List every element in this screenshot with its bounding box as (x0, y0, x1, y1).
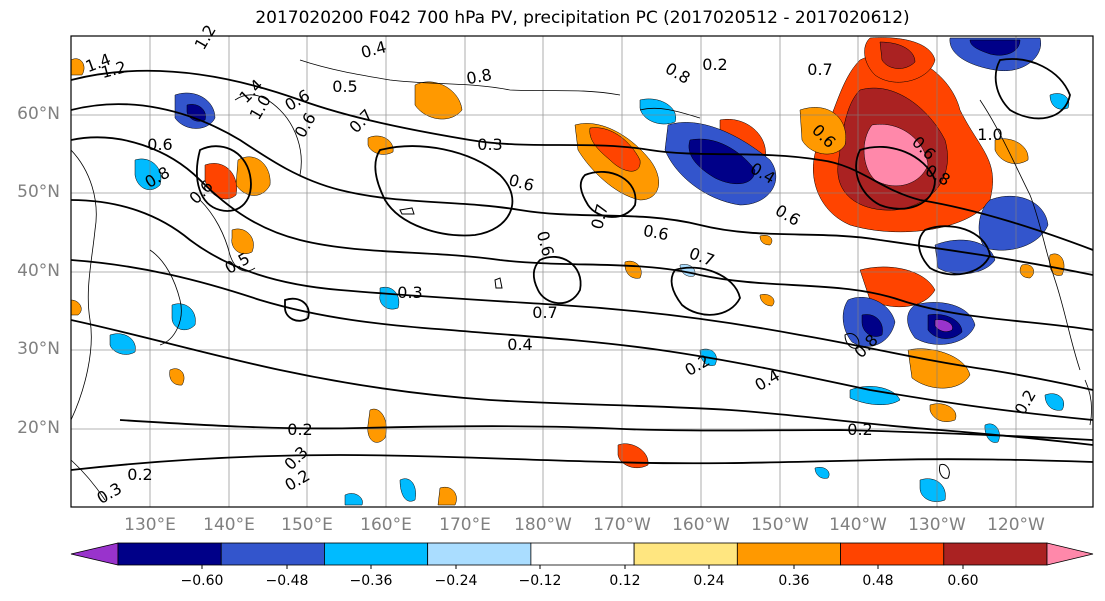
colorbar-tick-label: 0.36 (778, 573, 810, 589)
lat-label: 50°N (17, 182, 60, 202)
colorbar-tick-label: −0.36 (349, 573, 393, 589)
contour-label: 0.2 (847, 420, 872, 439)
contour-label: 0.2 (287, 420, 312, 439)
map-title: 2017020200 F042 700 hPa PV, precipitatio… (255, 8, 910, 28)
contour-label: 0.7 (532, 303, 557, 322)
contour-label: 1.2 (191, 21, 220, 53)
contour-label: 0.6 (772, 201, 804, 230)
contour-label: 0.3 (93, 479, 125, 508)
colorbar-tick-label: 0.48 (862, 573, 894, 589)
colorbar-segment (427, 542, 532, 566)
contour-label: 0.6 (281, 86, 313, 115)
colorbar-tick-label: 0.24 (693, 573, 725, 589)
contour-label: 0.8 (465, 65, 493, 88)
lon-label: 130°W (908, 515, 966, 535)
contour-label: 0.4 (359, 37, 389, 62)
contour-label: 0.2 (281, 466, 313, 495)
thin-contours (399, 207, 950, 479)
lon-label: 170°E (439, 515, 491, 535)
colorbar-segment (840, 542, 945, 566)
precipitation-shading (71, 37, 1070, 506)
lon-label: 160°E (360, 515, 412, 535)
contour-label: 0.7 (345, 105, 376, 136)
contour-label: 0.6 (642, 221, 670, 244)
contour-label: 0.5 (332, 77, 357, 96)
lon-label: 160°W (672, 515, 730, 535)
contour-label: 0.6 (291, 109, 320, 141)
contour-label: 1.0 (977, 125, 1002, 144)
map-frame (70, 35, 1094, 508)
contour-label: 0.3 (477, 135, 502, 154)
lon-label: 120°W (987, 515, 1045, 535)
colorbar-segment (530, 542, 635, 566)
colorbar-tick-label: 0.60 (947, 573, 979, 589)
lat-label: 30°N (17, 339, 60, 359)
colorbar-segment (633, 542, 738, 566)
lon-label: 150°E (281, 515, 333, 535)
contour-label: 0.4 (507, 335, 532, 354)
contour-label: 0.6 (533, 229, 558, 259)
colorbar-tick-label: −0.48 (265, 573, 309, 589)
colorbar-tick-label: −0.24 (434, 573, 478, 589)
colorbar-ticks (201, 565, 964, 569)
lat-label: 60°N (17, 104, 60, 124)
colorbar-extend-max (1046, 542, 1094, 566)
colorbar-segment (736, 542, 841, 566)
contour-label: 0.7 (587, 202, 612, 232)
colorbar-segment (943, 542, 1048, 566)
contour-label: 0.8 (662, 59, 694, 88)
colorbar-extend-min (70, 542, 119, 566)
pv-contours (71, 58, 1093, 471)
colorbar-tick-label: −0.60 (180, 573, 224, 589)
lat-label: 40°N (17, 261, 60, 281)
lon-label: 180°W (514, 515, 572, 535)
contour-label: 0.3 (397, 283, 422, 302)
colorbar-tick-label: −0.12 (518, 573, 562, 589)
lat-label: 20°N (17, 418, 60, 438)
contour-label: 0.2 (702, 55, 727, 74)
lon-label: 140°E (203, 515, 255, 535)
contour-label: 0.2 (127, 465, 152, 484)
lon-label: 170°W (593, 515, 651, 535)
lon-label: 150°W (751, 515, 809, 535)
colorbar-segment (117, 542, 222, 566)
colorbar-segment (324, 542, 429, 566)
colorbar-segment (220, 542, 325, 566)
lon-label: 130°E (124, 515, 176, 535)
contour-label: 0.7 (807, 60, 832, 79)
colorbar-tick-label: 0.12 (609, 573, 641, 589)
contour-label: 0.6 (147, 135, 172, 154)
lon-label: 140°W (829, 515, 887, 535)
colorbar (70, 542, 1094, 566)
